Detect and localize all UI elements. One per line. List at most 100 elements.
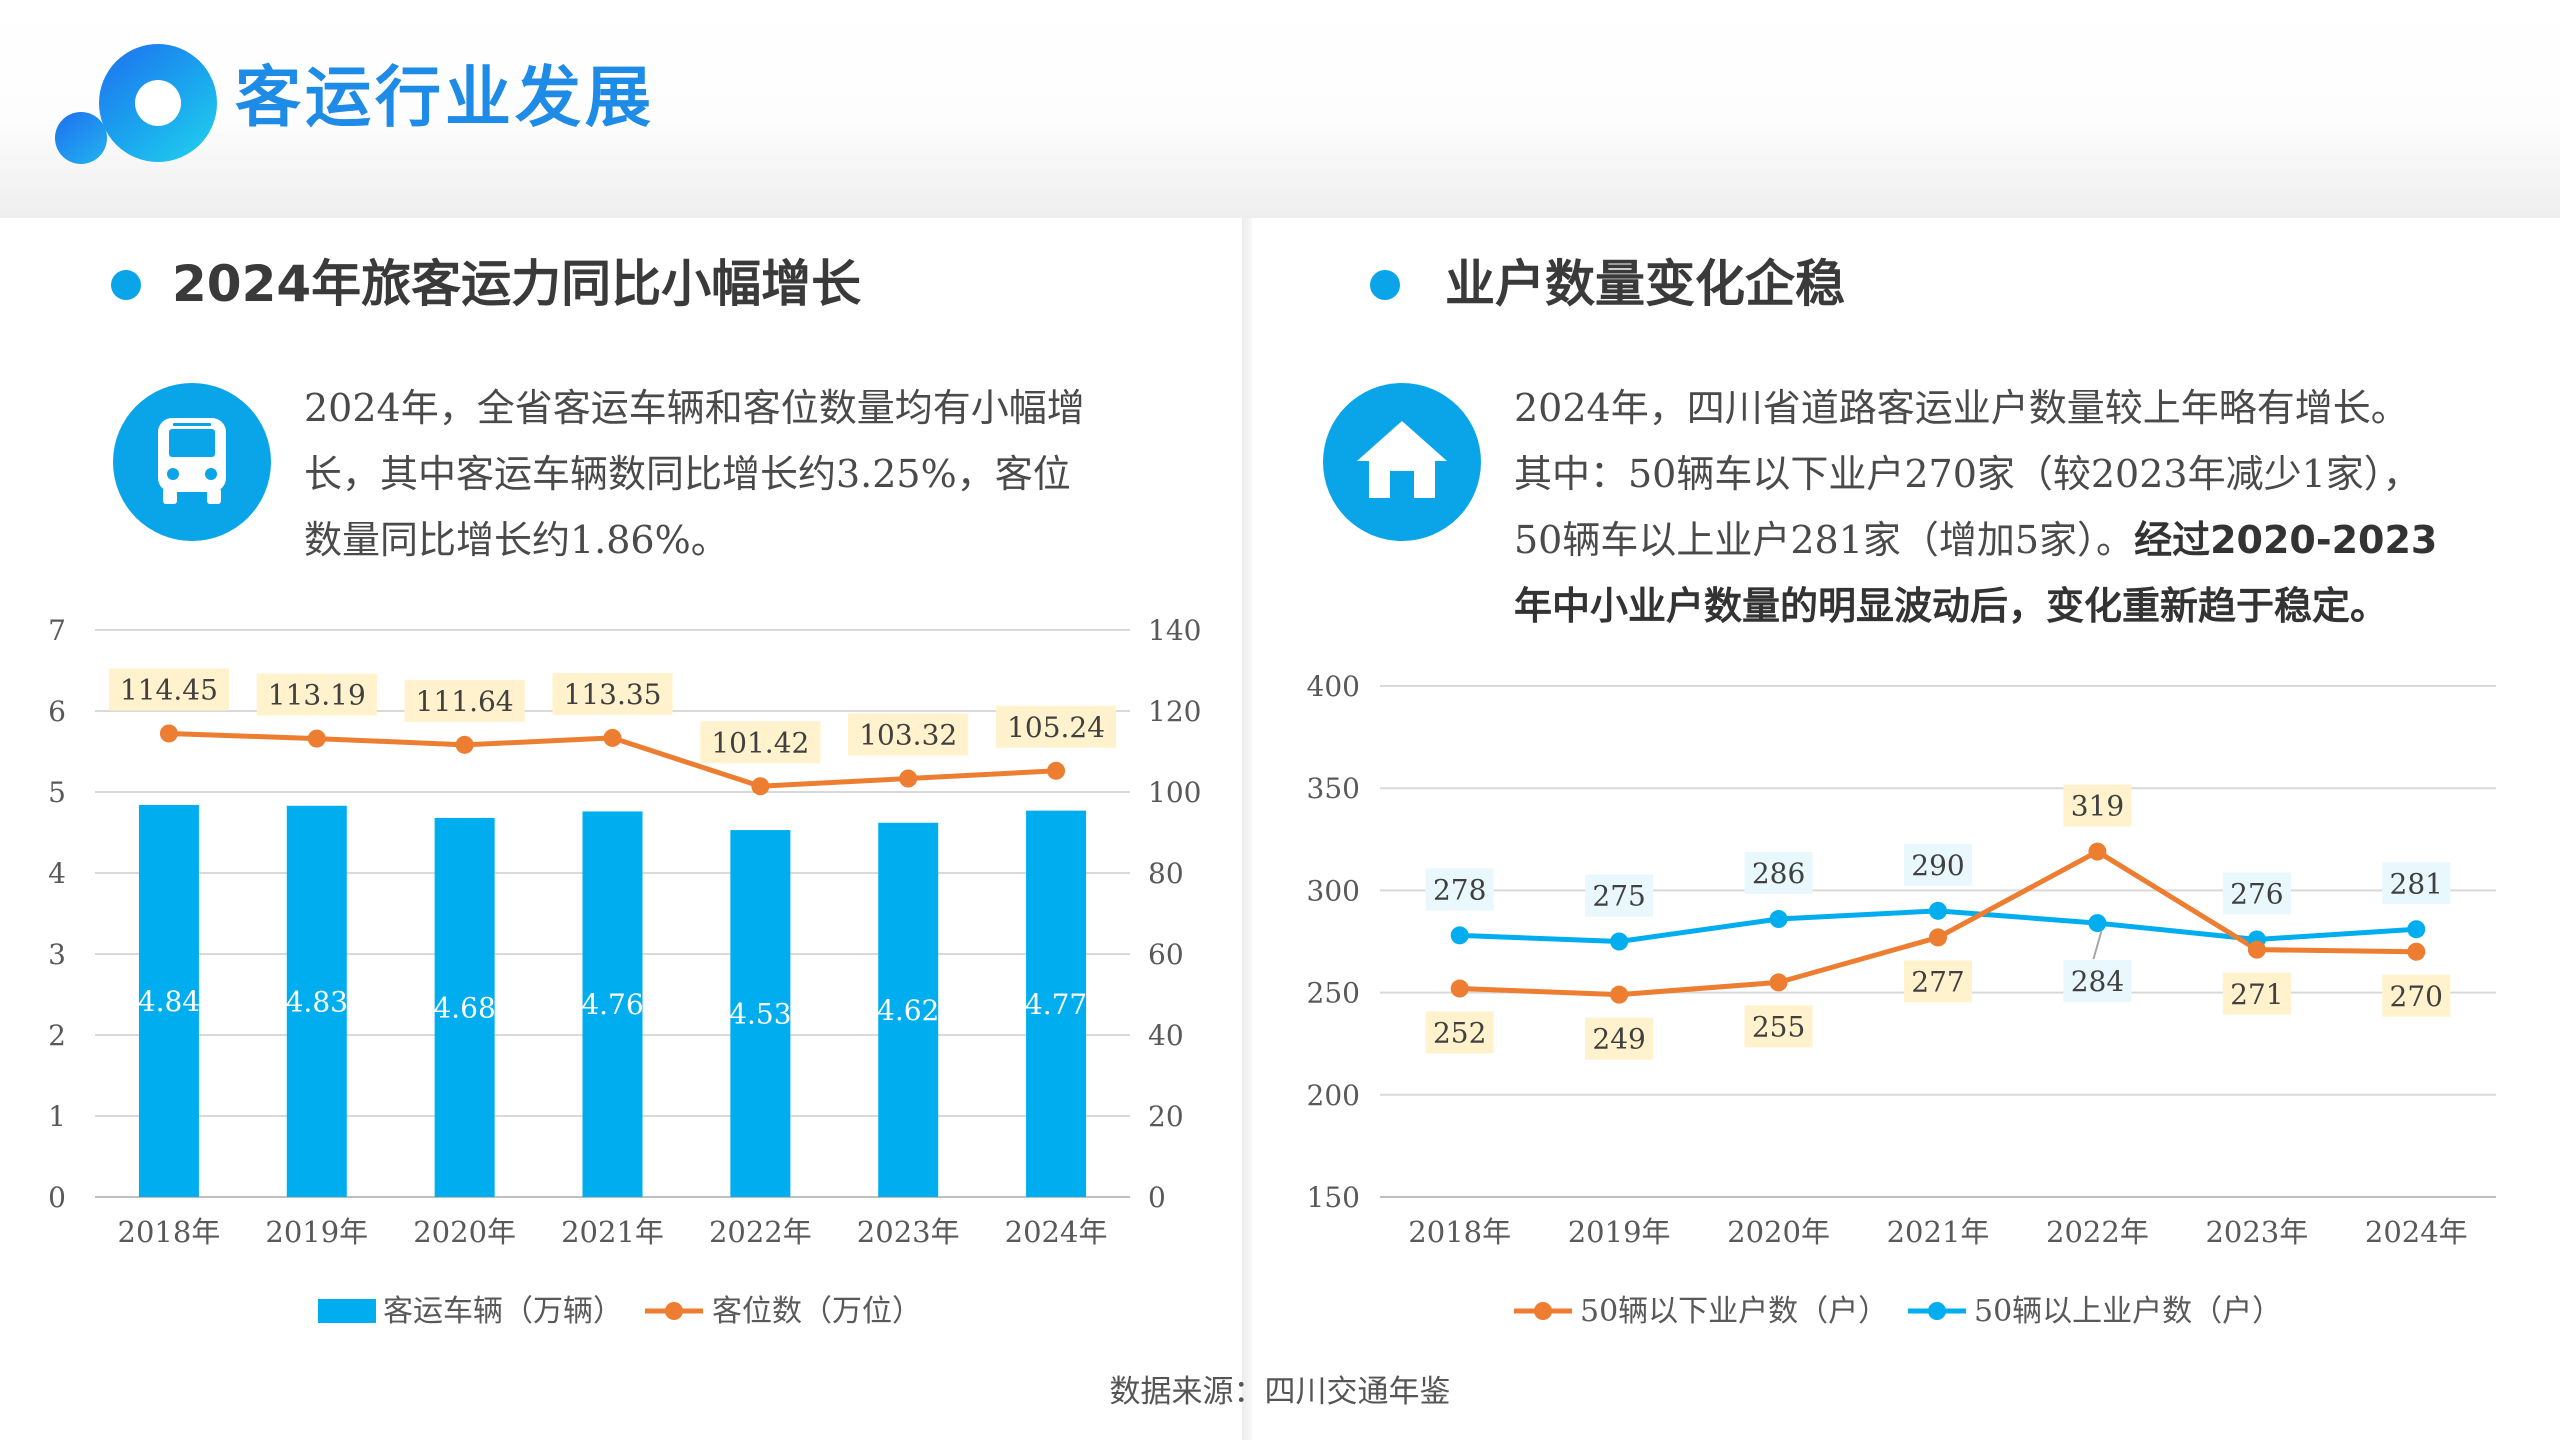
line-value-label-bg — [256, 673, 377, 716]
x-tick-label: 2020年 — [1727, 1215, 1830, 1249]
line-value-label-bg — [700, 721, 821, 764]
line-value-label: 113.35 — [564, 678, 662, 711]
line-value-label-large: 275 — [1592, 880, 1645, 913]
bar-value-label: 4.76 — [581, 988, 643, 1021]
line-value-label-small-bg — [1903, 960, 1973, 1003]
data-source: 数据来源：四川交通年鉴 — [1109, 1374, 1451, 1410]
line-point-small — [2247, 940, 2266, 959]
bar-value-label: 4.77 — [1025, 988, 1087, 1021]
line-value-label-bg — [404, 679, 525, 722]
line-point-large — [1769, 910, 1788, 929]
y-tick: 350 — [1307, 772, 1360, 805]
line-point-large — [1929, 901, 1947, 920]
y-left-tick: 6 — [48, 695, 66, 728]
header: 客运行业发展 — [0, 0, 2560, 218]
line-value-label: 105.24 — [1007, 711, 1105, 744]
line-value-label-large: 286 — [1752, 857, 1805, 890]
line-value-label: 114.45 — [120, 674, 218, 707]
legend-label: 50辆以上业户数（户） — [1974, 1294, 2282, 1329]
line-value-label-small: 255 — [1752, 1010, 1805, 1043]
y-tick: 200 — [1307, 1079, 1360, 1112]
bar — [434, 817, 495, 1197]
line-value-label-large: 278 — [1433, 873, 1486, 906]
line-point — [603, 728, 622, 747]
line-point-small — [2407, 942, 2426, 961]
page-title: 客运行业发展 — [235, 59, 655, 136]
bar — [730, 830, 791, 1197]
bar — [286, 805, 347, 1197]
line-value-label-small-bg — [1744, 1005, 1813, 1048]
y-right-tick: 60 — [1148, 938, 1184, 971]
legend-label: 客运车辆（万辆） — [383, 1294, 623, 1329]
line-value-label: 111.64 — [416, 685, 514, 718]
line-point — [751, 777, 770, 796]
right-description: 2024年，四川省道路客运业户数量较上年略有增长。 其中：50辆车以下业户270… — [1514, 375, 2437, 639]
desc-line: 数量同比增长约1.86%。 — [304, 518, 729, 562]
y-tick: 150 — [1307, 1181, 1360, 1214]
line-point-large — [1610, 932, 1629, 951]
line-point-small — [2088, 842, 2107, 861]
line-value-label: 101.42 — [711, 726, 809, 759]
line-value-label-large-bg — [1744, 852, 1813, 895]
bar — [582, 811, 643, 1197]
line-value-label-small: 271 — [2230, 978, 2283, 1011]
desc-line: 2024年，四川省道路客运业户数量较上年略有增长。 — [1514, 386, 2409, 430]
line-value-label-large-bg — [1903, 843, 1973, 886]
line-point-small — [1929, 928, 1947, 947]
line-value-label-small-bg — [1585, 1017, 1654, 1060]
brand-logo-icon — [55, 40, 225, 175]
line-value-label-large-bg — [2222, 872, 2291, 915]
x-tick-label: 2021年 — [1887, 1215, 1990, 1249]
y-left-tick: 5 — [48, 776, 66, 809]
line-value-label-small-bg — [2063, 784, 2132, 827]
x-tick-label: 2019年 — [265, 1215, 368, 1249]
panel-divider — [1242, 218, 1252, 1440]
line-point-large — [2407, 920, 2426, 939]
bar — [878, 822, 939, 1197]
line-value-label-small-bg — [2382, 974, 2451, 1017]
legend-label: 50辆以下业户数（户） — [1580, 1294, 1888, 1329]
line-value-label-small: 319 — [2071, 790, 2124, 823]
line-value-label-small-bg — [1425, 1011, 1494, 1054]
x-tick-label: 2018年 — [118, 1215, 221, 1249]
bullet-dot-icon — [111, 270, 141, 300]
y-tick: 250 — [1307, 977, 1360, 1010]
line-point — [1047, 761, 1066, 780]
x-tick-label: 2021年 — [561, 1215, 664, 1249]
line-value-label-large-bg — [2382, 862, 2451, 905]
line-point-small — [1610, 985, 1629, 1004]
legend-swatch-bar — [318, 1299, 376, 1323]
bar-value-label: 4.62 — [877, 994, 939, 1027]
line-point-small — [1769, 973, 1788, 992]
line-value-label-small: 277 — [1911, 965, 1964, 998]
desc-line: 长，其中客运车辆数同比增长约3.25%，客位 — [304, 452, 1071, 496]
y-left-tick: 7 — [48, 614, 66, 647]
line-value-label-large-bg — [1425, 868, 1494, 911]
legend-label: 客位数（万位） — [712, 1294, 922, 1329]
x-tick-label: 2019年 — [1568, 1215, 1671, 1249]
legend-swatch-marker — [1928, 1302, 1946, 1320]
line-point — [899, 769, 918, 788]
x-tick-label: 2023年 — [2205, 1215, 2308, 1249]
line-value-label-bg — [108, 668, 230, 711]
operator-count-chart: 150 200 250 300 350 400 2018年 2019年 2020年 2021年 20… — [1307, 670, 2496, 1329]
y-left-tick: 2 — [48, 1019, 66, 1052]
line-point-large — [2088, 914, 2107, 933]
line-value-label-bg — [995, 705, 1117, 748]
line-point — [159, 724, 178, 743]
bar-value-label: 4.53 — [729, 998, 791, 1031]
left-section-title: 2024年旅客运力同比小幅增长 — [172, 255, 862, 313]
line-point-large — [1450, 926, 1469, 945]
legend-swatch-marker — [1534, 1302, 1552, 1320]
y-right-tick: 80 — [1148, 857, 1184, 890]
line-value-label: 113.19 — [268, 679, 366, 712]
y-left-tick: 1 — [48, 1100, 66, 1133]
x-tick-label: 2020年 — [413, 1215, 516, 1249]
x-tick-label: 2022年 — [2046, 1215, 2149, 1249]
y-right-tick: 20 — [1148, 1100, 1184, 1133]
line-value-label-small: 252 — [1433, 1017, 1486, 1050]
y-tick: 300 — [1307, 874, 1360, 907]
line-value-label-bg — [848, 713, 969, 756]
line-value-label-large: 281 — [2390, 867, 2443, 900]
line-point — [455, 735, 474, 754]
